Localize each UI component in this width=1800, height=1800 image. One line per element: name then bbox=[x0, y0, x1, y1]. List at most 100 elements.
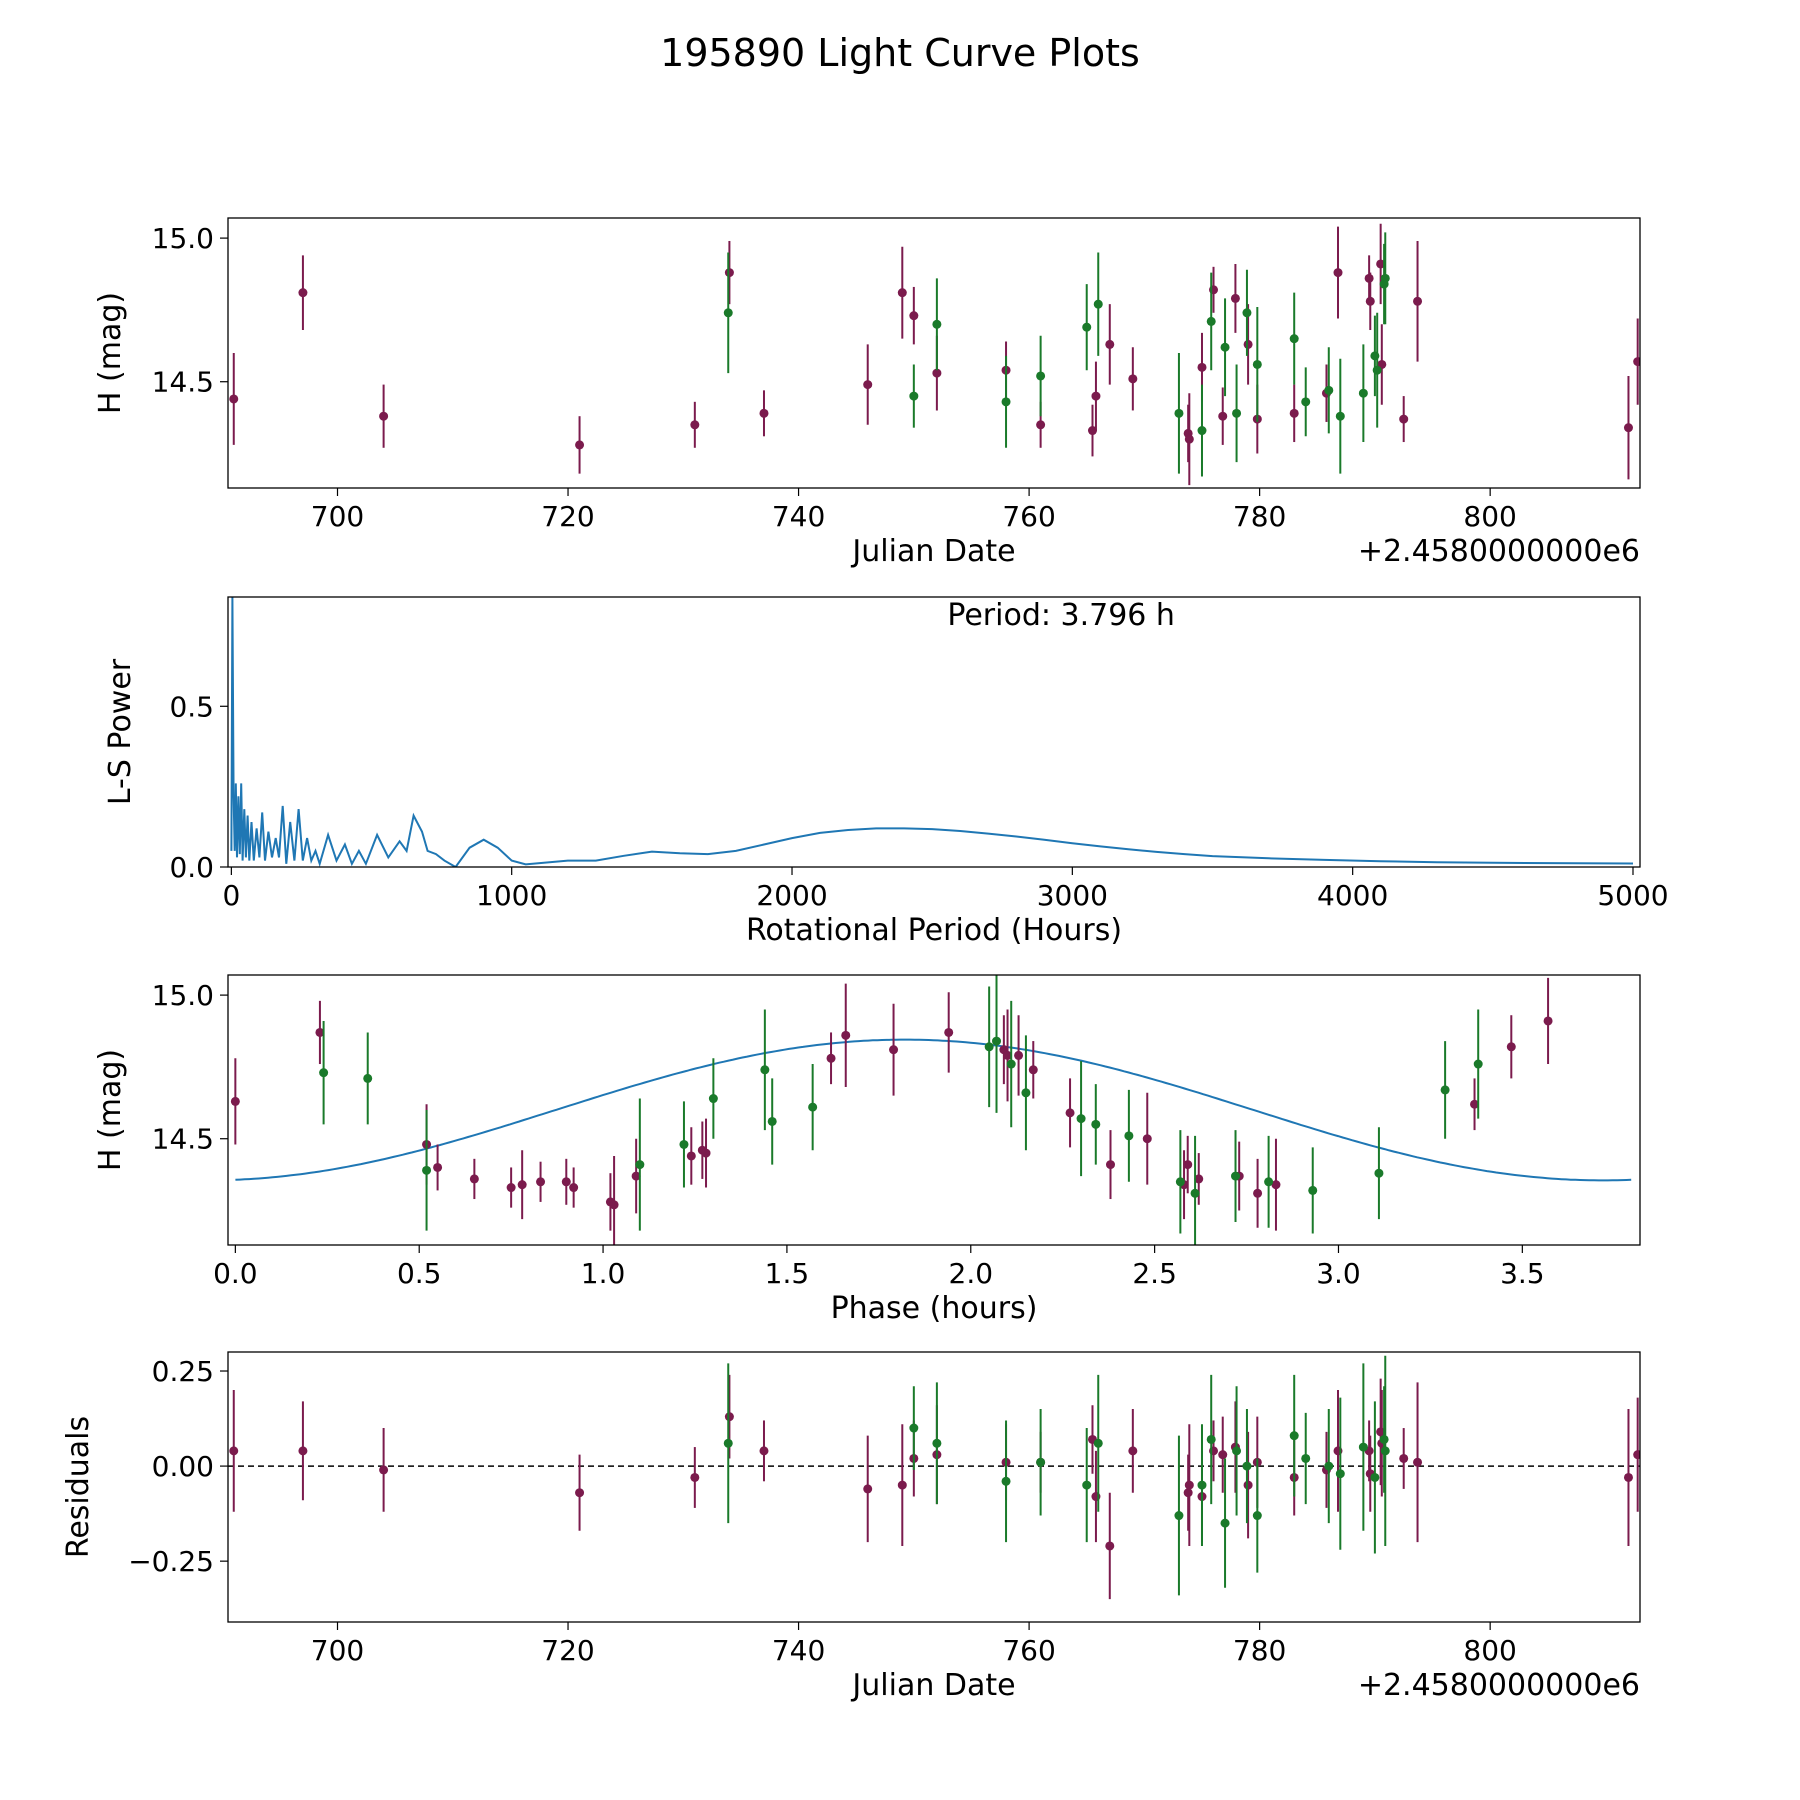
data-point bbox=[315, 1027, 325, 1037]
data-point bbox=[1372, 365, 1382, 375]
data-point bbox=[724, 1412, 734, 1422]
data-layer bbox=[228, 1355, 1640, 1600]
data-point bbox=[1365, 296, 1375, 306]
data-point bbox=[1301, 397, 1311, 407]
data-point bbox=[1001, 1476, 1011, 1486]
data-point bbox=[298, 288, 308, 298]
data-point bbox=[1335, 411, 1345, 421]
x-offset-label: +2.4580000000e6 bbox=[1358, 1668, 1640, 1703]
data-point bbox=[1333, 268, 1343, 278]
data-point bbox=[561, 1177, 571, 1187]
data-point bbox=[1232, 408, 1242, 418]
data-point bbox=[536, 1177, 546, 1187]
data-point bbox=[1175, 1177, 1185, 1187]
data-point bbox=[932, 368, 942, 378]
data-point bbox=[686, 1151, 696, 1161]
data-point bbox=[1358, 1442, 1368, 1452]
data-layer bbox=[230, 597, 1634, 867]
x-axis-label: Julian Date bbox=[850, 1668, 1015, 1703]
y-tick-label: 0.00 bbox=[152, 1450, 214, 1483]
data-point bbox=[379, 1465, 389, 1475]
data-point bbox=[1197, 1480, 1207, 1490]
data-point bbox=[575, 440, 585, 450]
data-point bbox=[897, 288, 907, 298]
x-offset-label: +2.4580000000e6 bbox=[1358, 534, 1640, 569]
data-point bbox=[759, 1446, 769, 1456]
data-point bbox=[229, 394, 239, 404]
y-tick-label: 0.5 bbox=[169, 690, 214, 723]
data-point bbox=[759, 408, 769, 418]
data-point bbox=[909, 1423, 919, 1433]
data-point bbox=[944, 1027, 954, 1037]
data-point bbox=[1190, 1188, 1200, 1198]
data-point bbox=[1105, 339, 1115, 349]
data-point bbox=[1242, 308, 1252, 318]
data-point bbox=[1413, 296, 1423, 306]
data-point bbox=[1184, 1480, 1194, 1490]
data-point bbox=[1076, 1114, 1086, 1124]
data-point bbox=[1028, 1065, 1038, 1075]
x-tick-label: 740 bbox=[772, 1634, 825, 1667]
data-point bbox=[1197, 362, 1207, 372]
x-axis-label: Phase (hours) bbox=[831, 1291, 1038, 1326]
x-tick-label: 700 bbox=[311, 500, 364, 533]
data-point bbox=[1399, 1453, 1409, 1463]
data-point bbox=[1128, 374, 1138, 384]
y-tick-label: 15.0 bbox=[152, 222, 214, 255]
data-point bbox=[1082, 1480, 1092, 1490]
data-point bbox=[723, 1438, 733, 1448]
y-axis-label: H (mag) bbox=[93, 292, 128, 414]
y-axis-label: L-S Power bbox=[103, 658, 138, 805]
data-point bbox=[701, 1148, 711, 1158]
data-point bbox=[1289, 1431, 1299, 1441]
data-point bbox=[1206, 316, 1216, 326]
data-point bbox=[984, 1042, 994, 1052]
subplots: 700 720 740 760 780 800 14.5 15.0 Julian Date H (… bbox=[61, 217, 1669, 1703]
data-point bbox=[1124, 1131, 1134, 1141]
data-point bbox=[1014, 1050, 1024, 1060]
x-tick-label: 4000 bbox=[1317, 879, 1388, 912]
data-point bbox=[1174, 1511, 1184, 1521]
data-point bbox=[609, 1200, 619, 1210]
series-filter-2 bbox=[723, 232, 1390, 477]
x-tick-label: 700 bbox=[311, 1634, 364, 1667]
data-point bbox=[1413, 1457, 1423, 1467]
x-tick-label: 2.5 bbox=[1132, 1257, 1177, 1290]
data-point bbox=[1218, 1450, 1228, 1460]
data-point bbox=[1324, 1461, 1334, 1471]
data-point bbox=[1399, 414, 1409, 424]
data-point bbox=[422, 1165, 432, 1175]
data-point bbox=[1301, 1453, 1311, 1463]
data-point bbox=[575, 1488, 585, 1498]
data-point bbox=[1376, 1427, 1386, 1437]
data-point bbox=[863, 380, 873, 390]
x-tick-label: 780 bbox=[1233, 1634, 1286, 1667]
data-point bbox=[635, 1160, 645, 1170]
data-point bbox=[690, 1472, 700, 1482]
x-tick-label: 2.0 bbox=[949, 1257, 994, 1290]
data-point bbox=[808, 1102, 818, 1112]
x-tick-label: 780 bbox=[1233, 500, 1286, 533]
data-point bbox=[506, 1183, 516, 1193]
data-point bbox=[1091, 1119, 1101, 1129]
data-point bbox=[1232, 1446, 1242, 1456]
data-point bbox=[1105, 1541, 1115, 1551]
data-point bbox=[679, 1139, 689, 1149]
y-tick-label: 14.5 bbox=[152, 1123, 214, 1156]
x-tick-label: 1.0 bbox=[581, 1257, 626, 1290]
data-point bbox=[1380, 1446, 1390, 1456]
x-axis-label: Rotational Period (Hours) bbox=[746, 913, 1122, 948]
x-tick-label: 0.5 bbox=[397, 1257, 442, 1290]
x-tick-label: 0 bbox=[222, 879, 240, 912]
x-tick-label: 740 bbox=[772, 500, 825, 533]
x-tick-label: 760 bbox=[1002, 500, 1055, 533]
x-tick-label: 2000 bbox=[756, 879, 827, 912]
y-tick-label: 0.25 bbox=[152, 1355, 214, 1388]
data-point bbox=[1036, 1457, 1046, 1467]
x-tick-label: 1000 bbox=[476, 879, 547, 912]
data-point bbox=[1506, 1042, 1516, 1052]
series-filter-2 bbox=[319, 975, 1483, 1245]
data-point bbox=[1001, 397, 1011, 407]
